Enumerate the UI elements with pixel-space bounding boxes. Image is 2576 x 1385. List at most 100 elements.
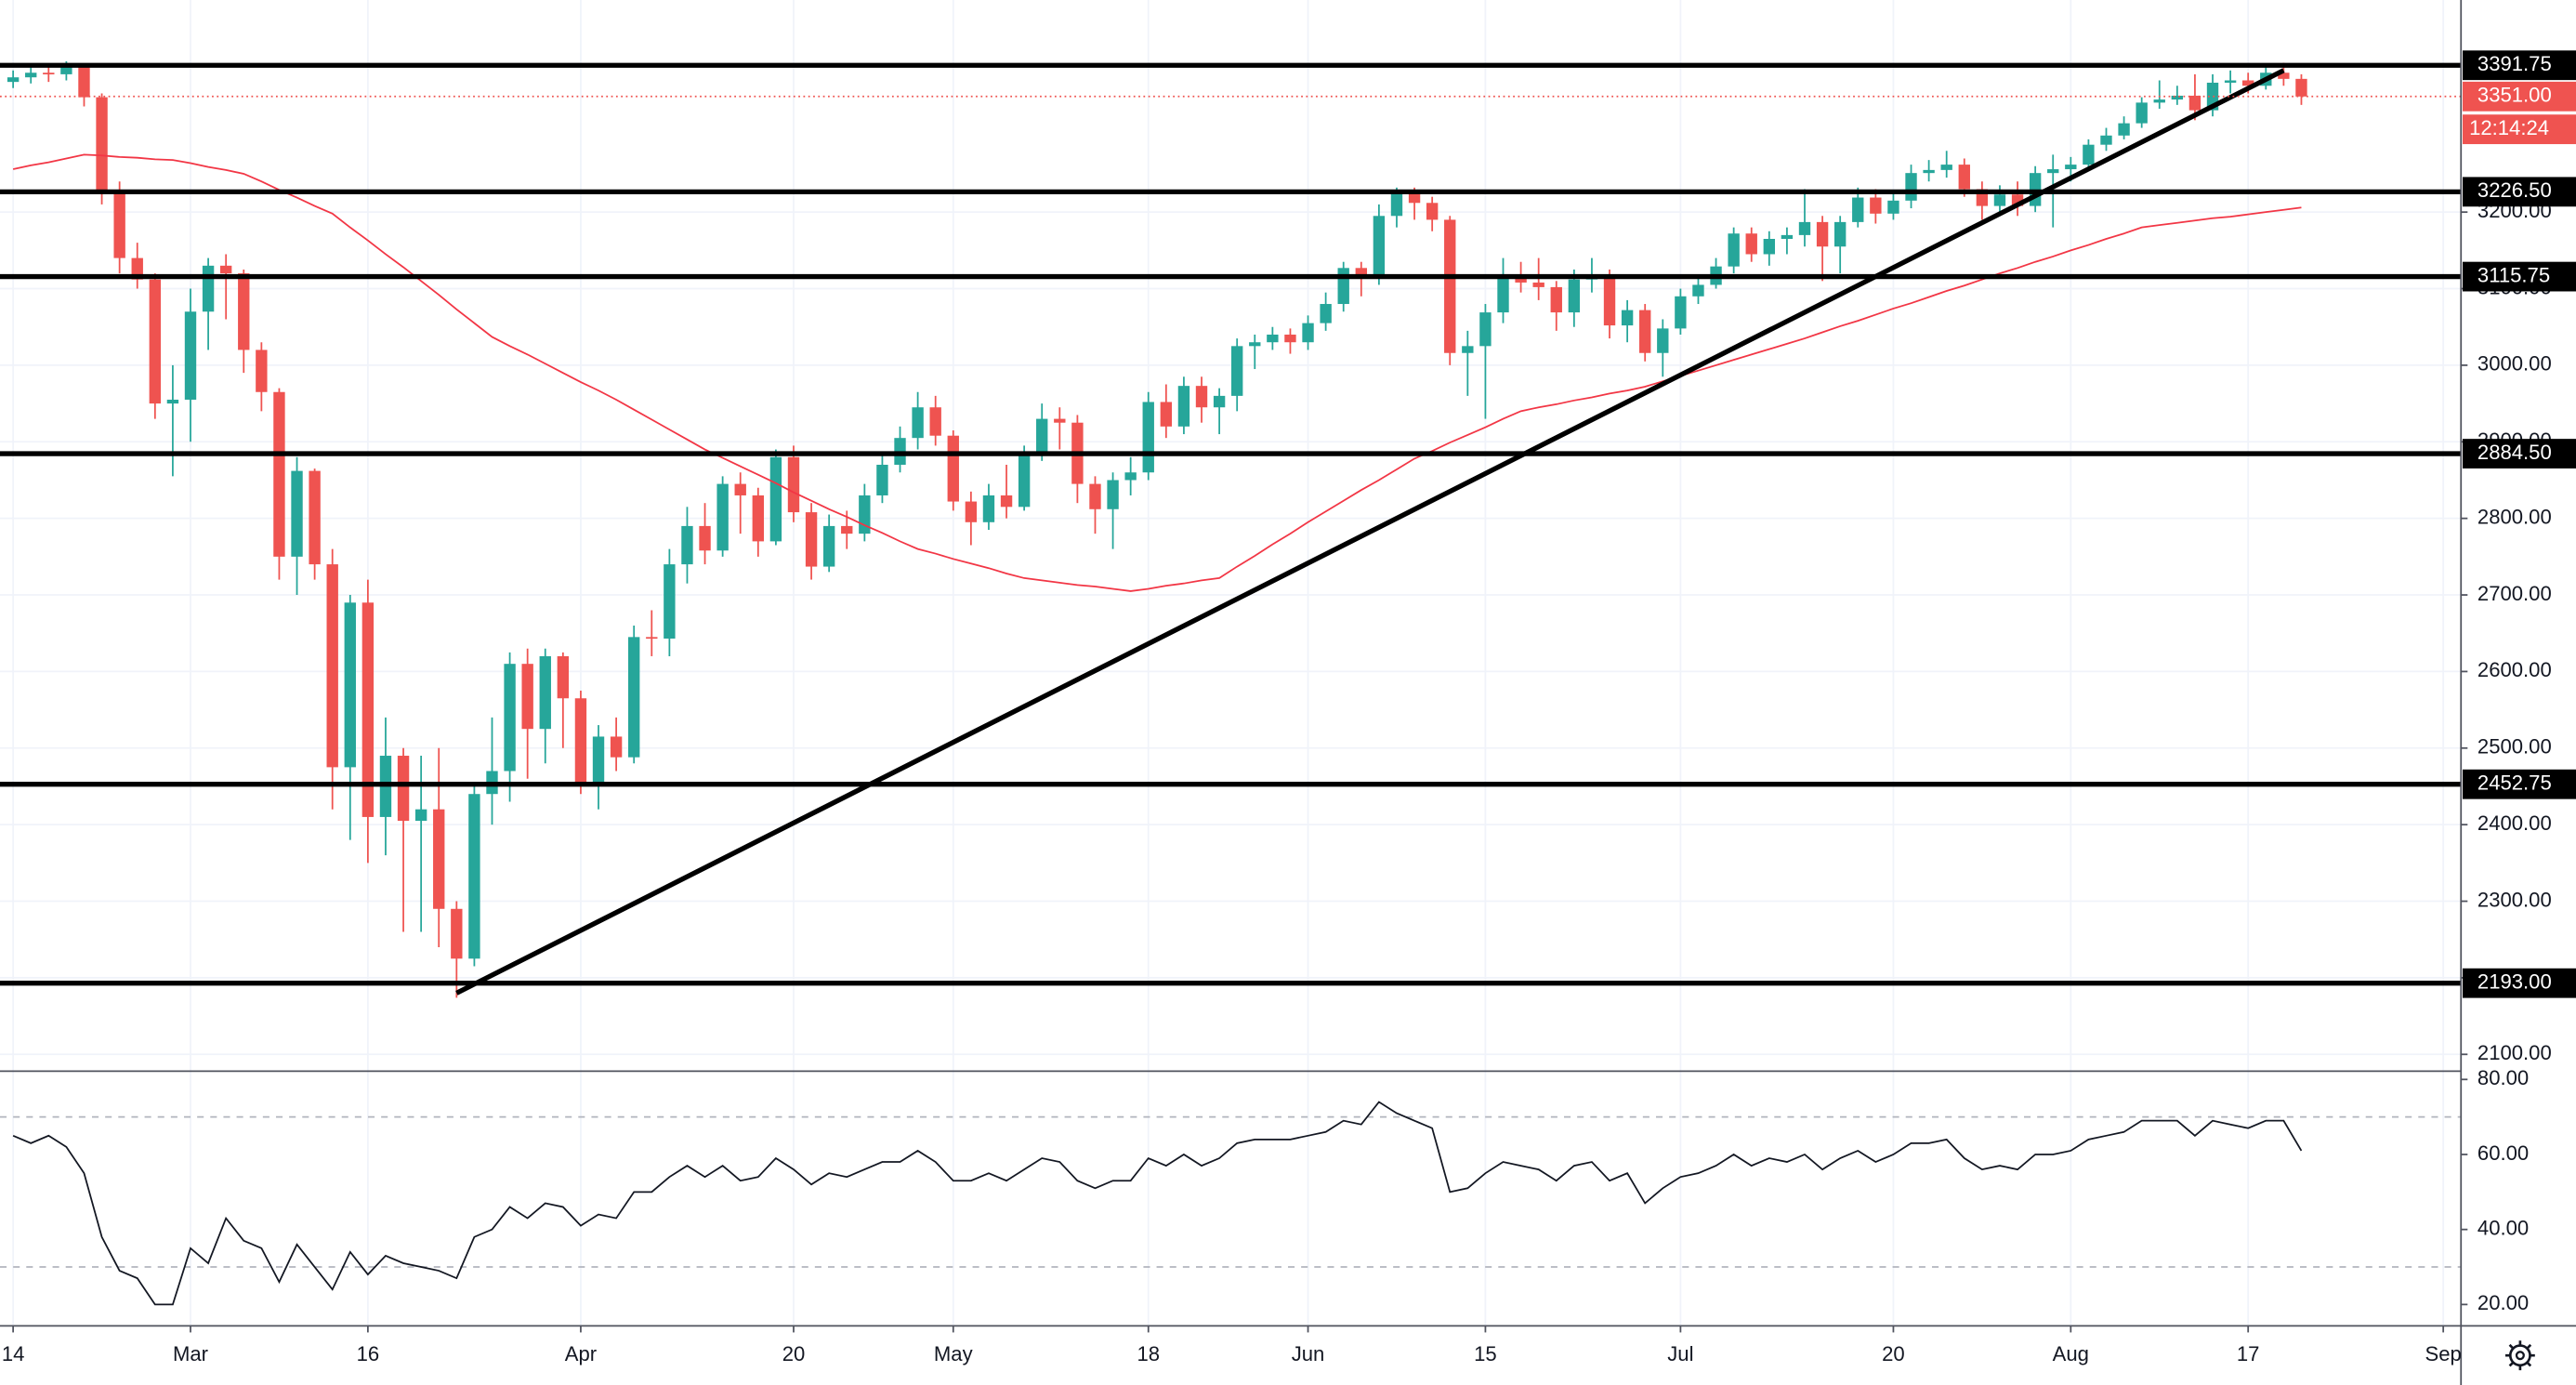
candle-body bbox=[592, 736, 605, 783]
candle-body bbox=[184, 311, 197, 400]
gear-teeth[interactable] bbox=[2504, 1340, 2535, 1371]
x-tick-label: Jul bbox=[1667, 1342, 1693, 1365]
candle-body bbox=[1940, 165, 1952, 170]
candle-body bbox=[1462, 346, 1474, 353]
last-price-box bbox=[2463, 81, 2576, 112]
candle-body bbox=[1568, 279, 1581, 313]
candle-body bbox=[2295, 78, 2307, 97]
level-label: 3391.75 bbox=[2477, 52, 2552, 75]
candle-body bbox=[256, 350, 268, 392]
candle-body bbox=[681, 525, 693, 565]
candle-body bbox=[2100, 135, 2112, 145]
candle-body bbox=[1036, 418, 1048, 454]
candle-body bbox=[1603, 274, 1616, 326]
level-label: 2193.00 bbox=[2477, 970, 2552, 994]
y-tick-label: 2600.00 bbox=[2477, 658, 2552, 681]
candle-body bbox=[1390, 193, 1403, 217]
candle-body bbox=[397, 756, 410, 822]
candle-body bbox=[1284, 334, 1296, 343]
y-tick-label: 2700.00 bbox=[2477, 582, 2552, 605]
candle-body bbox=[929, 407, 941, 436]
candle-body bbox=[2136, 102, 2148, 124]
candle-body bbox=[1089, 483, 1101, 509]
candle-body bbox=[628, 637, 640, 758]
candle-body bbox=[113, 191, 125, 258]
candle-body bbox=[1249, 342, 1261, 347]
rsi-tick-label: 60.00 bbox=[2477, 1141, 2529, 1165]
candle-body bbox=[1373, 216, 1386, 275]
axes: 14 Mar 16 Apr 20 May 18 Jun 15 Jul 20 Aug 17 Sep 2100.… bbox=[2, 50, 2576, 1365]
candle-body bbox=[1675, 296, 1687, 329]
candle-body bbox=[78, 66, 90, 98]
last-price-label: 3351.00 bbox=[2477, 84, 2552, 107]
candle-body bbox=[1000, 495, 1013, 508]
x-tick-label: 18 bbox=[1137, 1342, 1160, 1365]
candle-body bbox=[60, 66, 72, 74]
candle-body bbox=[1763, 239, 1776, 255]
candle-body bbox=[1798, 221, 1811, 235]
candle-body bbox=[1142, 402, 1154, 473]
candle-body bbox=[1497, 276, 1509, 313]
candle-body bbox=[238, 273, 250, 350]
candle-body bbox=[1515, 276, 1527, 283]
candle-body bbox=[1728, 233, 1740, 267]
candle-body bbox=[219, 265, 232, 274]
candle-body bbox=[859, 495, 871, 534]
level-label-box bbox=[2463, 968, 2576, 998]
candle-body bbox=[1923, 169, 1935, 174]
candle-body bbox=[1107, 480, 1119, 509]
candle-body bbox=[433, 809, 445, 909]
candle-body bbox=[1054, 418, 1066, 423]
candle-body bbox=[521, 664, 533, 730]
candle-body bbox=[769, 456, 782, 542]
candle-body bbox=[1320, 304, 1332, 323]
plot-area bbox=[0, 60, 2462, 1306]
candle-body bbox=[1408, 193, 1421, 204]
candle-body bbox=[1479, 312, 1492, 347]
level-label: 2884.50 bbox=[2477, 441, 2552, 464]
candle-body bbox=[841, 525, 853, 534]
rsi-tick-label: 40.00 bbox=[2477, 1217, 2529, 1240]
level-label-box bbox=[2463, 177, 2576, 207]
candle-body bbox=[2065, 165, 2077, 170]
y-tick-label: 2100.00 bbox=[2477, 1041, 2552, 1064]
candle-body bbox=[1852, 197, 1864, 222]
candle-body bbox=[468, 794, 480, 959]
candle-body bbox=[1177, 386, 1190, 427]
candle-body bbox=[309, 470, 321, 565]
x-tick-label: Apr bbox=[565, 1342, 597, 1365]
level-label: 2452.75 bbox=[2477, 772, 2552, 795]
gear-center[interactable] bbox=[2515, 1351, 2525, 1361]
level-label-box bbox=[2463, 261, 2576, 292]
candle-body bbox=[539, 655, 551, 730]
candle-body bbox=[7, 77, 20, 83]
settings-icon[interactable] bbox=[2504, 1340, 2535, 1371]
candle-body bbox=[2047, 169, 2059, 174]
candle-body bbox=[982, 495, 995, 522]
candle-body bbox=[1816, 221, 1829, 247]
candle-body bbox=[1781, 234, 1794, 240]
candle-body bbox=[273, 391, 285, 557]
candle-body bbox=[1302, 323, 1314, 343]
candle-body bbox=[1993, 194, 2006, 206]
candle-body bbox=[1550, 286, 1562, 313]
level-label-box bbox=[2463, 769, 2576, 799]
level-label-box bbox=[2463, 50, 2576, 81]
x-tick-label: Sep bbox=[2425, 1342, 2462, 1365]
candle-body bbox=[2188, 95, 2201, 111]
candle-body bbox=[557, 655, 570, 699]
candle-body bbox=[1444, 219, 1456, 353]
x-tick-label: May bbox=[934, 1342, 973, 1365]
x-tick-label: 14 bbox=[2, 1342, 25, 1365]
y-tick-label: 2500.00 bbox=[2477, 735, 2552, 758]
countdown-label: 12:14:24 bbox=[2469, 116, 2549, 139]
candle-body bbox=[43, 73, 55, 75]
candle-body bbox=[1692, 284, 1704, 297]
candle-body bbox=[1870, 197, 1882, 214]
candle-body bbox=[752, 495, 765, 542]
rsi-tick-label: 20.00 bbox=[2477, 1291, 2529, 1314]
candle-body bbox=[716, 483, 729, 551]
candle-body bbox=[326, 564, 338, 768]
candle-body bbox=[2171, 95, 2184, 100]
x-tick-label: Mar bbox=[173, 1342, 208, 1365]
